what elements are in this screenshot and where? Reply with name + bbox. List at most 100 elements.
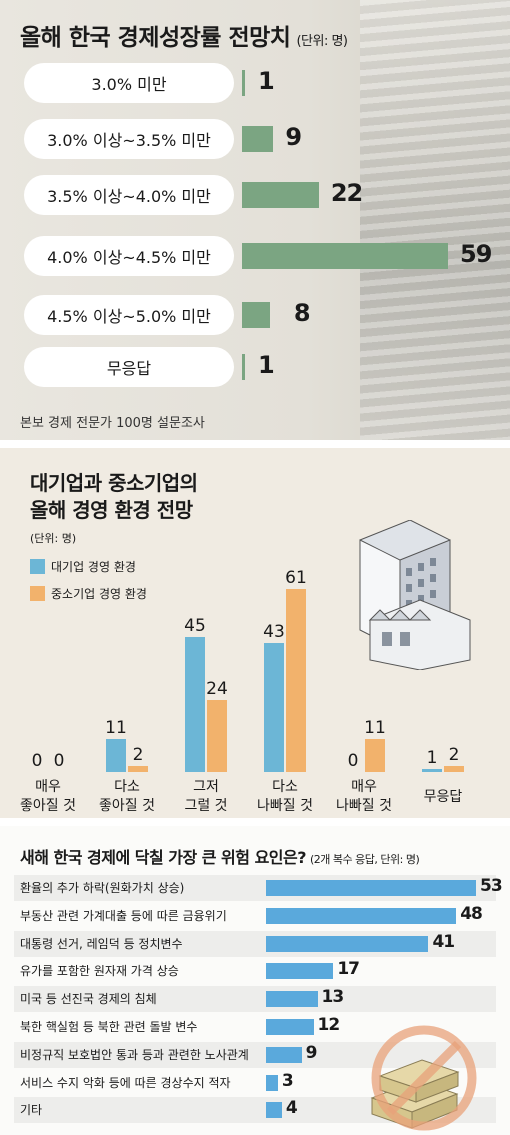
category-label-line1: 그저 (193, 779, 219, 795)
risk-row: 유가를 포함한 원자재 가격 상승 17 (14, 958, 496, 984)
risk-bar (266, 935, 429, 952)
risk-bar (266, 1019, 314, 1035)
value-label-large: 0 (32, 751, 43, 771)
bar-large-company (185, 637, 205, 772)
value-label-small: 2 (133, 745, 144, 765)
category-label-line2: 좋아질 것 (20, 798, 76, 814)
category-label-line1: 다소 (272, 779, 298, 795)
value-label-large: 0 (348, 751, 359, 771)
risk-row-label: 대통령 선거, 레임덕 등 정치변수 (20, 936, 183, 951)
value-label-large: 43 (263, 622, 285, 642)
growth-forecast-unit: (단위: 명) (296, 34, 348, 49)
no-money-icon (370, 1025, 477, 1131)
risk-factors-title-text: 새해 한국 경제에 닥칠 가장 큰 위험 요인은? (20, 848, 307, 867)
risk-value: 53 (480, 876, 503, 896)
value-label-small: 24 (206, 679, 228, 699)
legend-swatch-large (30, 559, 45, 574)
value-label-large: 45 (184, 616, 206, 636)
risk-row: 부동산 관련 가계대출 등에 따른 금융위기 48 (14, 903, 496, 929)
risk-value: 48 (460, 903, 483, 924)
risk-row-label: 기타 (20, 1103, 43, 1118)
background-photo (360, 0, 510, 440)
risk-row-label: 비정규직 보호법안 통과 등과 관련한 노사관계 (20, 1047, 249, 1062)
category-label-line2: 좋아질 것 (99, 798, 155, 814)
risk-value: 17 (337, 959, 360, 980)
risk-row-label: 미국 등 선진국 경제의 침체 (20, 992, 157, 1007)
growth-value: 22 (330, 179, 363, 207)
growth-forecast-title-text: 올해 한국 경제성장률 전망치 (20, 25, 291, 51)
growth-row-label: 4.5% 이상~5.0% 미만 (24, 295, 234, 335)
bar-small-company (128, 766, 148, 772)
business-outlook-title: 대기업과 중소기업의 올해 경영 환경 전망 (30, 470, 198, 524)
risk-row-label: 북한 핵실험 등 북한 관련 돌발 변수 (20, 1020, 198, 1034)
bar-large-company (264, 643, 284, 772)
risk-bar (266, 1046, 302, 1063)
legend-item-large: 대기업 경영 환경 (30, 558, 136, 575)
business-outlook-unit: (단위: 명) (30, 532, 77, 545)
bar-large-company (106, 739, 126, 772)
legend-item-small: 중소기업 경영 환경 (30, 585, 147, 602)
category-label-line1: 다소 (114, 779, 140, 795)
category-label-line1: 매우 (35, 779, 61, 795)
value-label-small: 61 (285, 568, 307, 588)
risk-bar (266, 963, 334, 980)
value-label-small: 2 (449, 745, 460, 765)
growth-value: 59 (460, 240, 492, 268)
risk-row-label: 서비스 수지 악화 등에 따른 경상수지 적자 (20, 1075, 231, 1090)
value-label-small: 11 (364, 718, 386, 738)
growth-forecast-title: 올해 한국 경제성장률 전망치 (단위: 명) (20, 18, 348, 52)
legend-label-small: 중소기업 경영 환경 (51, 587, 147, 601)
bar-small-company (286, 589, 306, 772)
risk-factors-panel: 새해 한국 경제에 닥칠 가장 큰 위험 요인은? (2개 복수 응답, 단위: … (0, 826, 510, 1135)
risk-value: 41 (432, 931, 455, 952)
risk-bar (266, 991, 318, 1008)
risk-row-label: 유가를 포함한 원자재 가격 상승 (20, 964, 179, 979)
bar-small-company (365, 739, 385, 772)
business-outlook-title-line1: 대기업과 중소기업의 (30, 471, 198, 495)
category-label-line2: 나빠질 것 (336, 798, 392, 814)
growth-bar (242, 126, 274, 152)
category-label-line2: 나빠질 것 (257, 798, 313, 814)
value-label-large: 1 (427, 748, 438, 768)
bar-small-company (444, 766, 464, 772)
risk-value: 3 (281, 1070, 294, 1091)
risk-row: 서비스 수지 악화 등에 따른 경상수지 적자 3 (14, 1070, 496, 1096)
growth-value: 8 (293, 299, 311, 327)
growth-row-label: 3.0% 이상~3.5% 미만 (24, 119, 234, 159)
legend-swatch-small (30, 586, 45, 601)
bar-small-company (207, 700, 227, 772)
category-label-line1: 무응답 (423, 789, 463, 805)
risk-bar (266, 1074, 278, 1091)
risk-row: 북한 핵실험 등 북한 관련 돌발 변수 12 (14, 1014, 496, 1040)
building-icon (359, 520, 471, 670)
risk-row-label: 환율의 추가 하락(원화가치 상승) (20, 881, 185, 895)
risk-value: 13 (321, 987, 345, 1008)
risk-value: 4 (285, 1098, 298, 1119)
risk-row: 대통령 선거, 레임덕 등 정치변수 41 (14, 930, 496, 957)
risk-factors-unit: (2개 복수 응답, 단위: 명) (310, 853, 420, 866)
growth-row-label: 3.0% 미만 (24, 63, 234, 103)
growth-row-label: 3.5% 이상~4.0% 미만 (24, 175, 234, 215)
growth-row-label: 4.0% 이상~4.5% 미만 (24, 236, 234, 276)
risk-bar (266, 880, 476, 896)
growth-bar (242, 354, 246, 380)
growth-bar (242, 182, 319, 208)
category-label: 무응답 (398, 788, 488, 807)
risk-bar (266, 1102, 282, 1119)
risk-row: 미국 등 선진국 경제의 침체 13 (14, 986, 496, 1013)
growth-value: 1 (258, 67, 275, 95)
category-label: 그저 그럴 것 (161, 778, 251, 816)
growth-row-label: 무응답 (24, 347, 234, 387)
risk-row-label: 부동산 관련 가계대출 등에 따른 금융위기 (20, 908, 227, 923)
growth-value: 9 (285, 123, 302, 151)
risk-factors-title: 새해 한국 경제에 닥칠 가장 큰 위험 요인은? (2개 복수 응답, 단위: … (20, 844, 420, 868)
business-outlook-panel: 대기업과 중소기업의 올해 경영 환경 전망 (단위: 명) 대기업 경영 환경… (0, 448, 510, 818)
risk-value: 9 (305, 1042, 318, 1063)
category-label-line1: 매우 (351, 779, 377, 795)
growth-forecast-panel: 올해 한국 경제성장률 전망치 (단위: 명) 3.0% 미만 1 3.0% 이상~3… (0, 0, 510, 440)
